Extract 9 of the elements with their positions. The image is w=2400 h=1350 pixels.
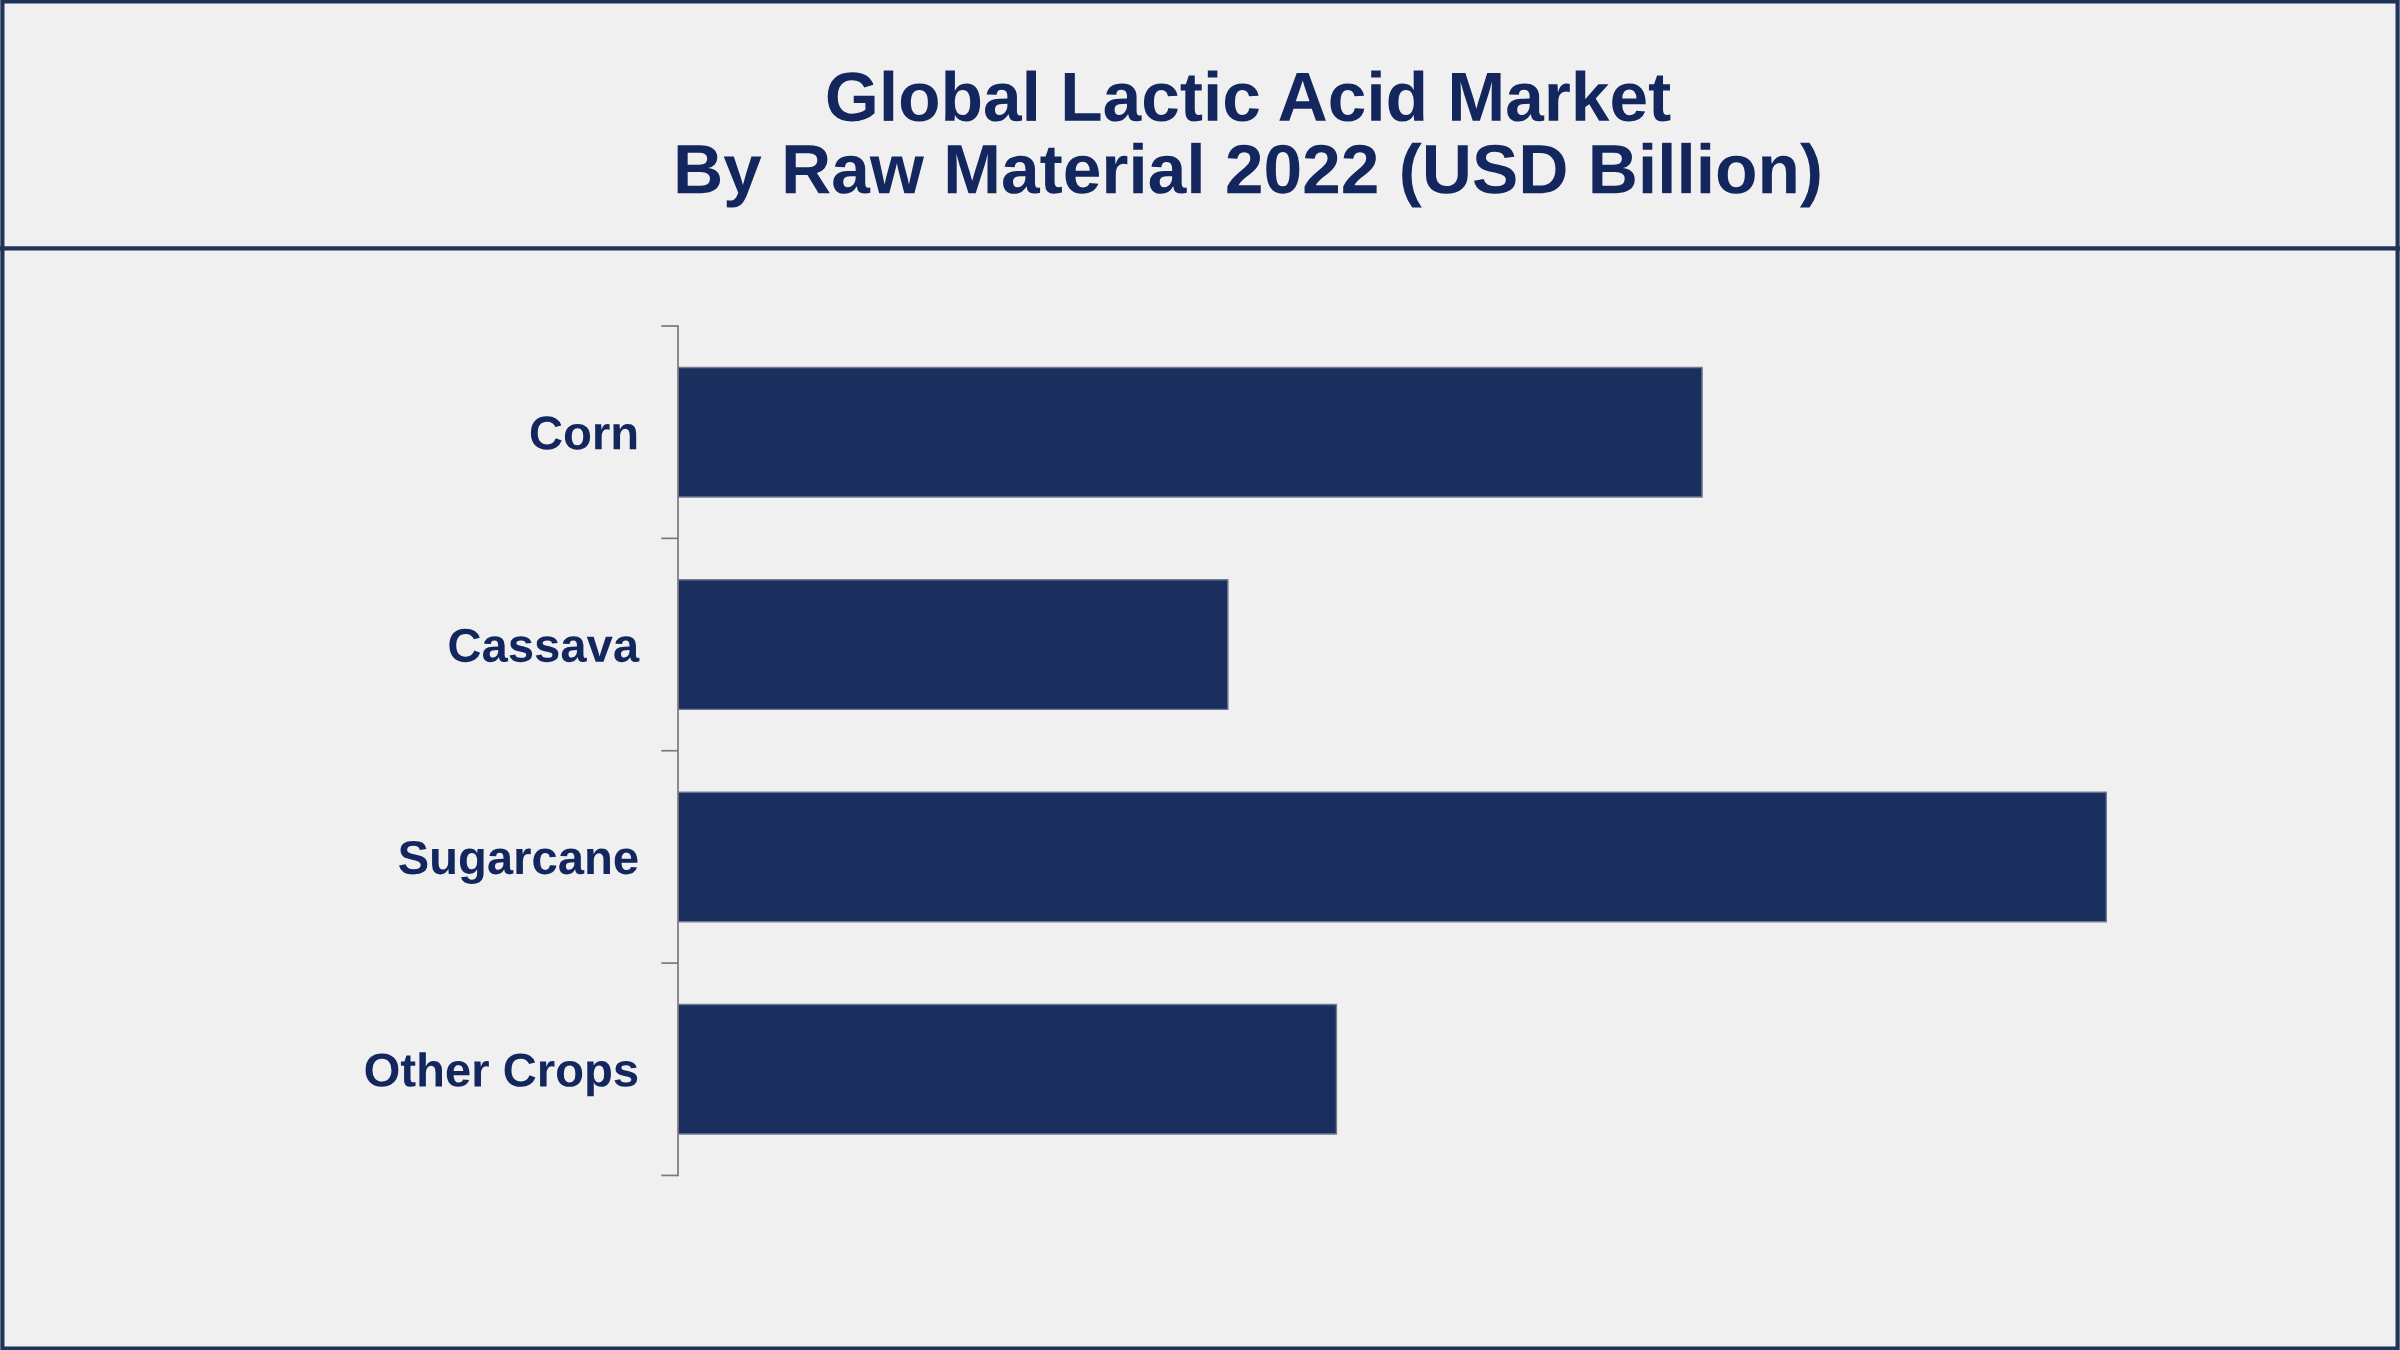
bar xyxy=(678,579,1229,711)
chart-title: Global Lactic Acid Market By Raw Material 2022 (USD Billion) xyxy=(677,70,1820,208)
y-tick-label: Other Crops xyxy=(365,1052,638,1097)
bar xyxy=(678,366,1703,498)
bar xyxy=(678,791,2108,923)
bar xyxy=(678,1003,1338,1135)
y-tick-label: Corn xyxy=(530,416,637,450)
y-tick-label: Cassava xyxy=(449,628,640,663)
y-tick-label: Sugarcane xyxy=(399,840,638,884)
